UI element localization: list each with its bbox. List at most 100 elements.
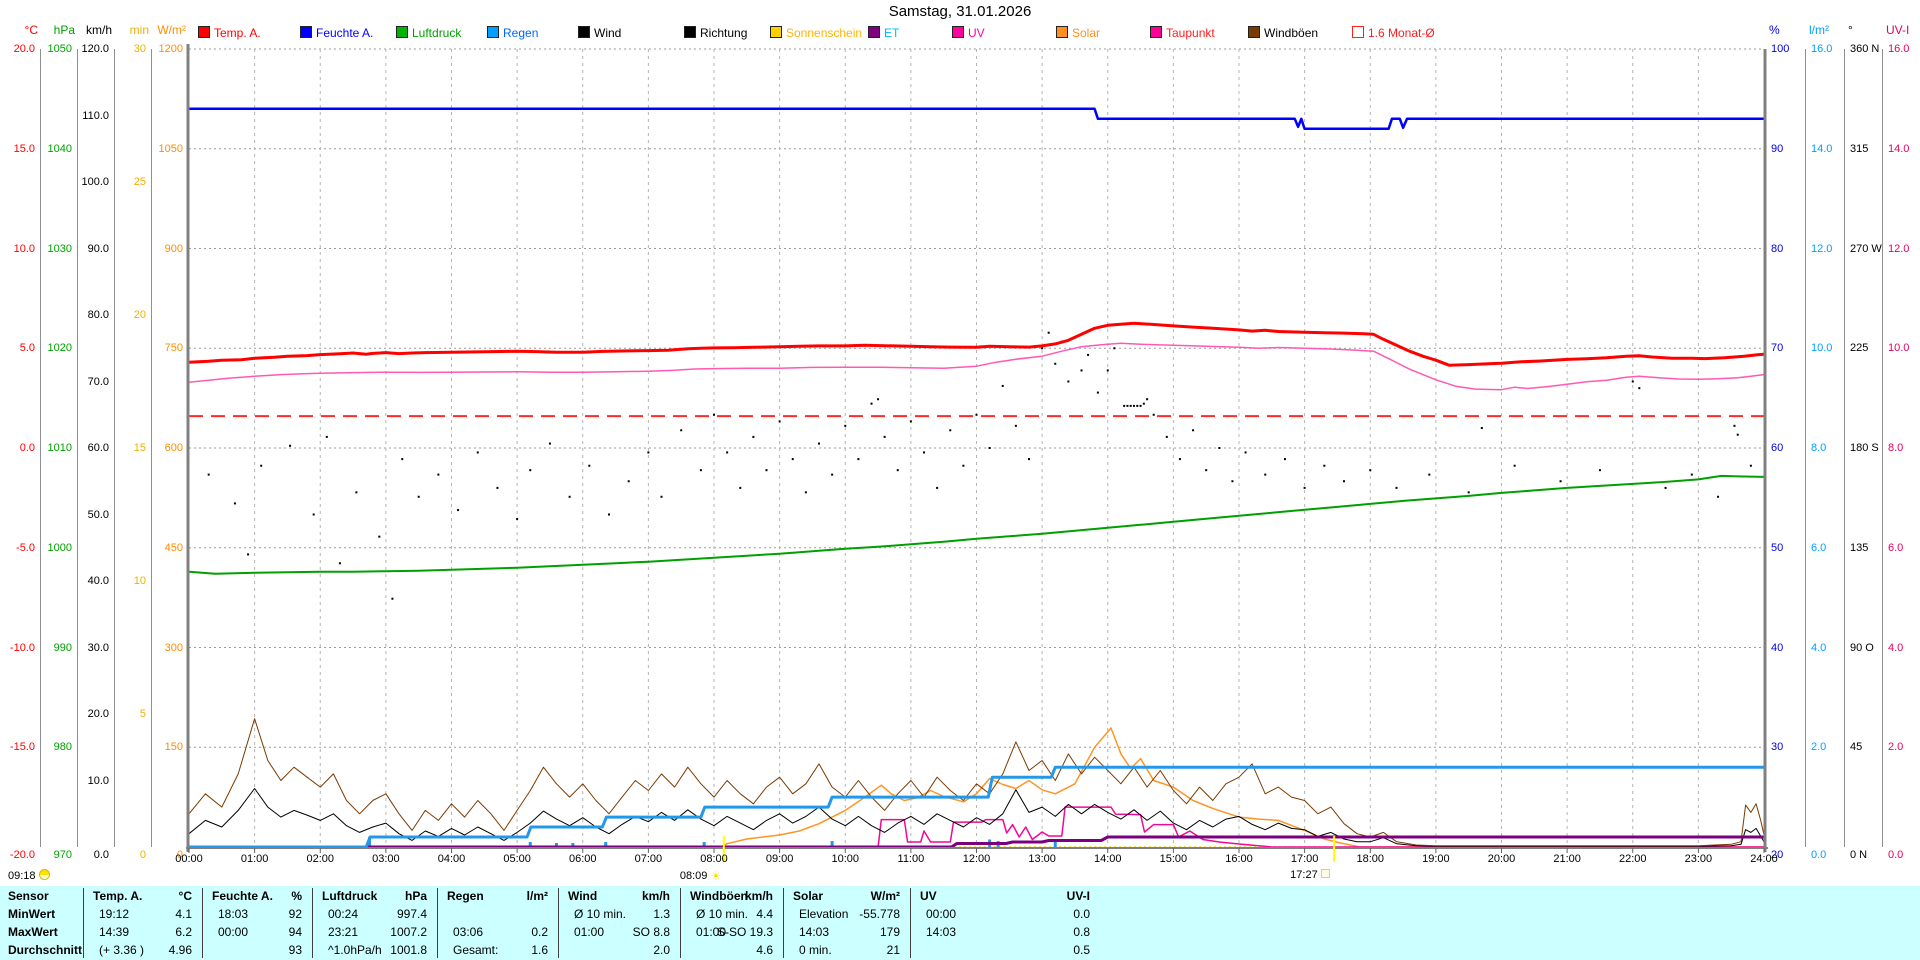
legend-swatch-icon: [1248, 26, 1260, 38]
table-cell-value: 93: [288, 943, 302, 957]
axis-header-axis-: °: [1848, 23, 1853, 37]
x-axis-label: 24:00: [1750, 853, 1778, 865]
legend-item-label: Wind: [594, 26, 622, 40]
wind-direction-dot: [1690, 473, 1693, 476]
stats-table: Sensor MinWert MaxWert Durchschnitt Temp. A.…: [0, 886, 1920, 960]
legend-item-label: Taupunkt: [1166, 26, 1215, 40]
moonrise-label: 09:18: [8, 869, 50, 882]
wind-direction-dot: [1638, 387, 1641, 390]
series-richtung: [207, 331, 1752, 600]
legend-item-solar: Solar: [1056, 26, 1100, 40]
legend-item-label: Richtung: [700, 26, 748, 40]
wind-direction-dot: [437, 473, 440, 476]
series-uv: [189, 806, 1764, 848]
table-cell-time: 19:12: [99, 907, 130, 921]
axis-tick-label: 0: [176, 849, 183, 861]
table-cell-value: 179: [879, 925, 900, 939]
table-cell-time: (+ 3.36 ): [99, 943, 145, 957]
wind-direction-dot: [1244, 451, 1247, 454]
axis-tick-label: 10.0: [1811, 342, 1833, 355]
axis-line-axis-C: [40, 49, 41, 847]
axis-tick-label: 12.0: [1888, 242, 1910, 255]
wind-direction-dot: [1001, 384, 1004, 387]
x-axis-label: 08:00: [700, 853, 728, 865]
axis-tick-label: 1010: [47, 442, 72, 454]
axis-tick-label: -15.0: [9, 741, 35, 754]
rain-rate-bar: [604, 842, 608, 847]
axis-tick-label: 16.0: [1888, 43, 1910, 55]
wind-direction-dot: [289, 444, 292, 447]
wind-direction-dot: [844, 424, 847, 427]
wind-direction-dot: [247, 553, 250, 556]
wind-direction-dot: [1192, 429, 1195, 432]
wind-direction-dot: [260, 464, 263, 467]
wind-direction-dot: [1054, 362, 1057, 365]
axis-line-axis-: [1844, 49, 1845, 847]
x-axis-label: 18:00: [1356, 853, 1385, 865]
x-axis-label: 03:00: [372, 853, 400, 865]
x-axis-label: 21:00: [1553, 853, 1581, 865]
axis-tick-label: 5: [139, 708, 146, 720]
table-col-header-col-wind: Wind: [568, 889, 598, 903]
axis-line-axis-lm: [1805, 49, 1806, 847]
legend-item-label: Temp. A.: [214, 26, 261, 40]
legend-swatch-icon: [198, 26, 210, 38]
wind-direction-dot: [1152, 413, 1155, 416]
wind-direction-dot: [325, 435, 328, 438]
axis-tick-label: 25: [133, 176, 146, 188]
axis-tick-label: 40.0: [87, 575, 109, 587]
legend-item-label: ET: [884, 26, 900, 40]
table-cell-value: 4.1: [175, 907, 192, 921]
axis-tick-label: 20.0: [87, 708, 109, 720]
wind-direction-dot: [1428, 473, 1431, 476]
axis-tick-label: 135: [1850, 541, 1869, 554]
wind-direction-dot: [1113, 347, 1116, 350]
wind-direction-dot: [765, 469, 768, 472]
x-axis-label: 14:00: [1093, 853, 1122, 865]
wind-direction-dot: [1467, 491, 1470, 494]
wind-direction-dot: [1139, 404, 1142, 407]
table-cell-time: ^1.0hPa/h: [328, 943, 382, 957]
wind-direction-dot: [1133, 404, 1135, 407]
x-axis-label: 07:00: [634, 853, 663, 865]
wind-direction-dot: [1264, 473, 1267, 476]
series-temp-a-: [188, 321, 1765, 367]
axis-tick-label: 60: [1771, 442, 1784, 454]
x-axis-label: 09:00: [765, 853, 794, 865]
axis-tick-label: 1050: [47, 43, 72, 55]
table-cell-value: 6.2: [175, 925, 192, 939]
table-cell-value: -55.778: [859, 907, 900, 921]
table-cell-value: 1001.8: [390, 943, 427, 957]
legend-swatch-icon: [684, 26, 696, 38]
axis-header-axis-Wm: W/m²: [157, 23, 186, 37]
wind-direction-dot: [476, 451, 479, 454]
wind-direction-dot: [548, 442, 551, 445]
sun-icon: ☀: [710, 869, 722, 883]
rain-rate-bar: [702, 842, 706, 847]
table-cell-time: 14:03: [799, 925, 830, 939]
axis-tick-label: 1040: [47, 142, 72, 155]
axis-tick-label: 60.0: [87, 442, 109, 454]
axis-tick-label: 90: [1771, 142, 1784, 155]
x-axis-label: 12:00: [962, 853, 991, 865]
moon-icon: [38, 869, 50, 880]
wind-direction-dot: [627, 480, 630, 483]
wind-direction-dot: [1178, 458, 1181, 461]
wind-direction-dot: [1106, 369, 1109, 372]
wind-direction-dot: [608, 513, 610, 516]
wind-direction-dot: [923, 451, 925, 454]
axis-tick-label: 0.0: [1888, 849, 1904, 861]
table-cell-time: 01:00: [574, 925, 605, 939]
table-column-separator: [202, 888, 203, 958]
axis-tick-label: 315: [1850, 142, 1869, 155]
wind-direction-dot: [355, 491, 358, 494]
table-cell-value: 4.6: [756, 943, 773, 957]
legend-item-et: ET: [868, 26, 899, 40]
table-cell-value: 997.4: [396, 907, 427, 921]
table-cell-value: 1.6: [531, 943, 548, 957]
axis-tick-label: 45: [1850, 741, 1863, 754]
x-axis-label: 01:00: [240, 853, 269, 865]
axis-tick-label: 1020: [47, 342, 72, 355]
x-axis-label: 19:00: [1422, 853, 1450, 865]
series-windb-en: [188, 718, 1765, 847]
